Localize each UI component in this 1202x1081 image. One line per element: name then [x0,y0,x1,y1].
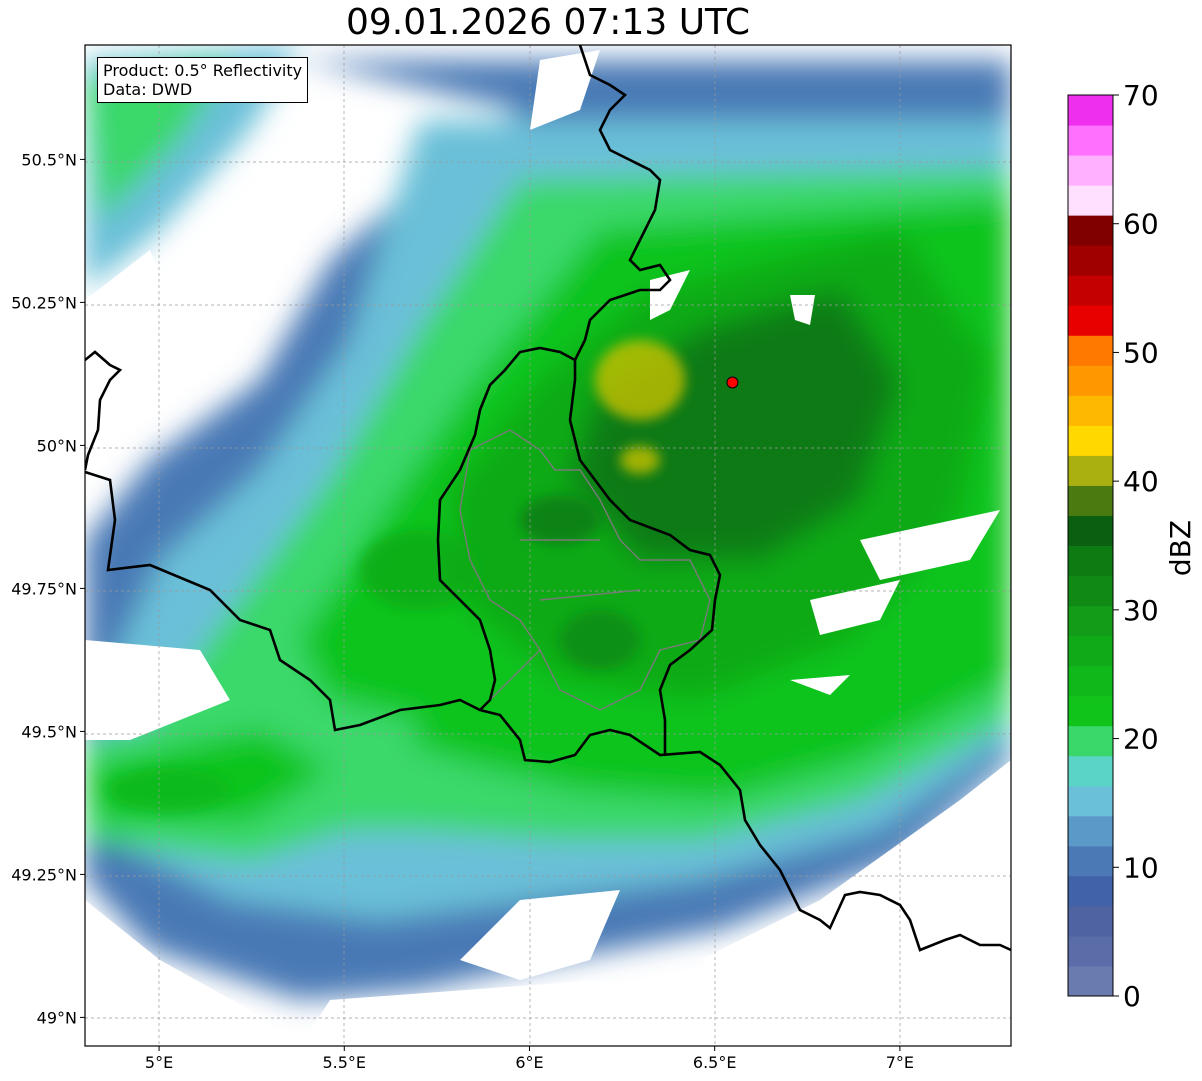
colorbar-segment [1068,845,1113,877]
map-frame [84,44,1012,1047]
lon-tick-label: 7°E [886,1053,914,1072]
lat-tick-label: 49°N [37,1008,77,1027]
lon-tick-label: 5°E [145,1053,173,1072]
product-text: Product: 0.5° Reflectivity [103,61,303,80]
lon-tick-label: 6°E [515,1053,543,1072]
colorbar-segment [1068,425,1113,456]
colorbar-segment [1068,875,1113,907]
colorbar-tick-label: 70 [1123,79,1159,112]
colorbar-tick-label: 30 [1123,594,1159,627]
country-borders [85,45,1011,952]
colorbar-segment [1068,515,1113,546]
colorbar-segment [1068,695,1113,727]
colorbar-tick-label: 50 [1123,336,1159,369]
colorbar-segment [1068,725,1113,757]
colorbar-frame [1067,94,1114,997]
colorbar-segment [1068,275,1113,306]
colorbar-segment [1068,485,1113,516]
colorbar [1067,94,1114,997]
colorbar-segment [1068,395,1113,426]
lat-tick-label: 50.5°N [21,150,77,169]
colorbar-segment [1068,605,1113,637]
colorbar-segment [1068,905,1113,937]
colorbar-segment [1068,455,1113,486]
colorbar-segment [1068,305,1113,336]
lat-tick-label: 49.5°N [21,722,77,741]
colorbar-segment [1068,185,1113,216]
colorbar-segment [1068,635,1113,667]
colorbar-tick-label: 60 [1123,208,1159,241]
lon-tick-label: 6.5°E [693,1053,737,1072]
radar-site-marker [726,376,739,389]
colorbar-tick-label: 10 [1123,851,1159,884]
colorbar-segment [1068,95,1113,126]
colorbar-segment [1068,125,1113,156]
colorbar-segment [1068,815,1113,847]
radar-echo-layer [85,45,1011,1046]
colorbar-segment [1068,215,1113,246]
colorbar-label: dBZ [1164,520,1197,576]
colorbar-segment [1068,575,1113,607]
lat-tick-label: 50°N [37,436,77,455]
colorbar-segment [1068,365,1113,396]
latitude-axis: 49°N 49.25°N 49.5°N 49.75°N 50°N 50.25°N 50.5°… [11,150,85,1027]
colorbar-ticks: 0 10 20 30 40 50 60 70 [1113,79,1159,1013]
lat-tick-label: 49.75°N [11,579,77,598]
colorbar-segment [1068,755,1113,787]
colorbar-tick-label: 0 [1123,980,1141,1013]
lat-tick-label: 49.25°N [11,865,77,884]
info-box: Product: 0.5° Reflectivity Data: DWD [97,57,309,103]
colorbar-segment [1068,335,1113,366]
colorbar-segment [1068,155,1113,186]
colorbar-segment [1068,665,1113,697]
colorbar-segment [1068,545,1113,577]
lon-tick-label: 5.5°E [322,1053,366,1072]
colorbar-tick-label: 40 [1123,465,1159,498]
data-source-text: Data: DWD [103,80,193,99]
colorbar-segment [1068,935,1113,967]
lat-tick-label: 50.25°N [11,293,77,312]
longitude-axis: 5°E 5.5°E 6°E 6.5°E 7°E [145,1046,914,1072]
map-title: 09.01.2026 07:13 UTC [345,2,751,43]
colorbar-segment [1068,245,1113,276]
colorbar-segment [1068,785,1113,817]
colorbar-tick-label: 20 [1123,723,1159,756]
colorbar-segment [1068,965,1113,997]
